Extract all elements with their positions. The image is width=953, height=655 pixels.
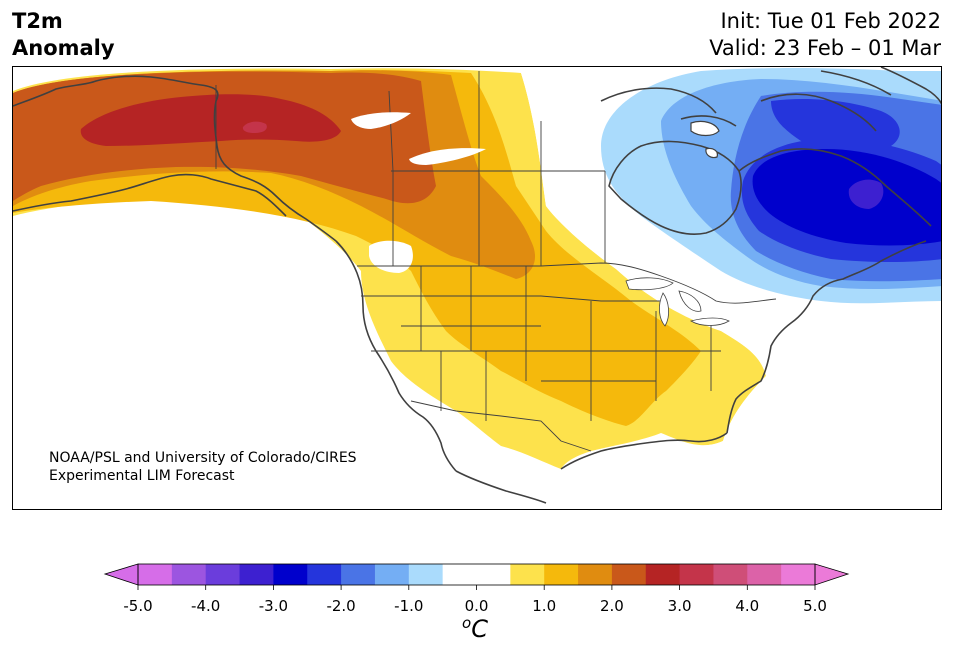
border-us-states: [361, 266, 721, 421]
colorbar-tick-label: -5.0: [123, 597, 153, 615]
colorbar-under-arrow: [103, 563, 139, 586]
colorbar-tick-label: -2.0: [326, 597, 356, 615]
map-title: T2m Anomaly: [12, 8, 115, 62]
anomaly-map: [12, 66, 942, 510]
colorbar-segment: [544, 564, 579, 585]
colorbar-segment: [442, 564, 477, 585]
coastline-alaska-south: [13, 173, 287, 217]
coastline-west: [335, 240, 457, 472]
colorbar-segment: [138, 564, 173, 585]
colorbar-tick-label: 4.0: [735, 597, 760, 615]
credit-line-1: NOAA/PSL and University of Colorado/CIRE…: [49, 450, 357, 466]
lake-superior: [625, 277, 674, 291]
colorbar-segment: [307, 564, 342, 585]
great-slave-lake: [409, 148, 486, 165]
colorbar-segment: [611, 564, 647, 585]
colorbar-segment: [645, 564, 681, 585]
unit-label: oC: [462, 614, 488, 643]
coastline-arctic-islands: [600, 70, 892, 132]
canadian-lakes: [351, 112, 486, 165]
colorbar-tick-label: 2.0: [599, 597, 624, 615]
colorbar-segment: [374, 564, 410, 585]
colorbar-segment: [578, 564, 613, 585]
forecast-dates: Init: Tue 01 Feb 2022 Valid: 23 Feb – 01…: [709, 8, 941, 62]
coastline-hudson-bay: [608, 140, 742, 235]
variable-label: T2m: [12, 9, 63, 33]
colorbar-ticks: [137, 585, 816, 590]
unit-degree: o: [462, 614, 472, 632]
coastline-labrador: [738, 148, 932, 227]
coastlines: [13, 67, 941, 504]
colorbar-segment: [679, 564, 714, 585]
colorbar-segment: [747, 564, 782, 585]
lake-michigan: [659, 292, 669, 327]
colorbar-segment: [171, 564, 207, 585]
map-canvas: [13, 67, 941, 509]
valid-date-label: Valid: 23 Feb – 01 Mar: [709, 36, 941, 60]
init-date-label: Init: Tue 01 Feb 2022: [720, 9, 941, 33]
colorbar-tick-label: 1.0: [532, 597, 557, 615]
colorbar-segment: [476, 564, 511, 585]
colorbar-segment: [205, 564, 241, 585]
colorbar-segment: [341, 564, 376, 585]
coastline-mexico: [455, 432, 728, 504]
coastline-greenland-edge: [880, 67, 941, 105]
colorbar-tick-label: 3.0: [667, 597, 692, 615]
lake-erie: [689, 317, 730, 326]
colorbar: [103, 563, 850, 590]
colorbar-tick-label: -1.0: [394, 597, 424, 615]
colorbar-tick-label: -3.0: [258, 597, 289, 615]
colorbar-segment: [510, 564, 545, 585]
island-1: [690, 120, 720, 137]
island-2: [705, 147, 718, 159]
colorbar-segments: [138, 564, 816, 585]
subtitle-label: Anomaly: [12, 36, 115, 60]
anomaly-region-cool-6: [848, 179, 884, 209]
anomaly-region-neutral-west: [13, 207, 461, 456]
colorbar-segment: [239, 564, 274, 585]
anomaly-region-warm-6: [242, 121, 267, 133]
colorbar-segment: [273, 564, 308, 585]
lake-huron: [678, 290, 702, 312]
colorbar-over-arrow: [814, 563, 850, 586]
colorbar-segment: [713, 564, 748, 585]
border-canada-provinces: [388, 71, 606, 266]
credit-line-2: Experimental LIM Forecast: [49, 468, 235, 484]
colorbar-tick-label: 5.0: [803, 597, 827, 615]
border-us-mexico: [410, 400, 592, 452]
anomaly-region-warm-5: [80, 94, 342, 146]
great-lakes: [625, 277, 730, 327]
unit-base: C: [471, 615, 488, 643]
coastline-east: [726, 240, 927, 434]
credit-text: NOAA/PSL and University of Colorado/CIRE…: [49, 449, 357, 485]
anomaly-region-cool-5: [752, 149, 941, 246]
anomaly-region-neutral-pocket: [369, 240, 413, 273]
political-borders: [215, 71, 777, 452]
colorbar-tick-label: -4.0: [191, 597, 221, 615]
colorbar-segment: [781, 564, 816, 585]
arctic-islands: [690, 120, 720, 159]
great-bear-lake: [351, 112, 411, 129]
border-us-canada: [357, 262, 777, 304]
colorbar-tick-label: 0.0: [464, 597, 489, 615]
colorbar-segment: [408, 564, 444, 585]
